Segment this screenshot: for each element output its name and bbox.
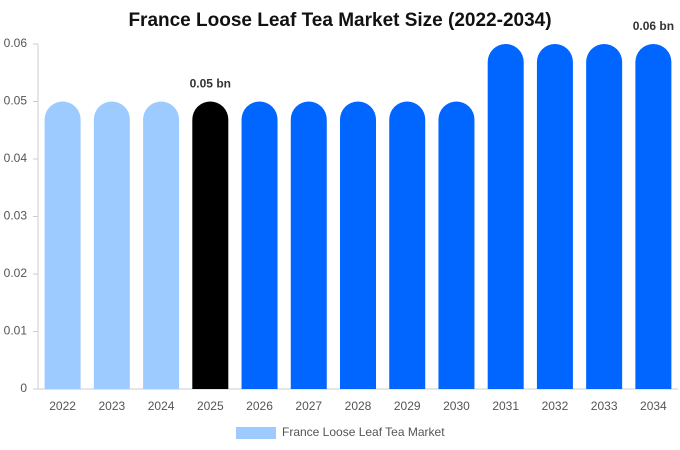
- y-tick-label: 0.01: [4, 324, 28, 338]
- x-tick-label: 2034: [640, 399, 667, 413]
- x-tick-label: 2030: [443, 399, 470, 413]
- bar: [241, 101, 278, 389]
- value-label: 0.06 bn: [633, 19, 674, 33]
- x-tick-label: 2028: [345, 399, 372, 413]
- legend-label: France Loose Leaf Tea Market: [282, 425, 445, 439]
- x-tick-label: 2022: [49, 399, 76, 413]
- legend-swatch: [236, 427, 276, 439]
- bar: [44, 101, 81, 389]
- bar: [635, 44, 672, 389]
- x-tick-label: 2026: [246, 399, 273, 413]
- y-tick-label: 0.05: [4, 94, 28, 108]
- x-tick-label: 2024: [148, 399, 175, 413]
- x-tick-label: 2031: [492, 399, 519, 413]
- y-tick-label: 0.06: [4, 36, 28, 50]
- y-tick-label: 0: [20, 381, 27, 395]
- bar: [192, 101, 229, 389]
- bar: [340, 101, 376, 389]
- bar: [536, 44, 573, 389]
- x-tick-label: 2025: [197, 399, 224, 413]
- chart-title: France Loose Leaf Tea Market Size (2022-…: [128, 10, 551, 31]
- x-tick-label: 2029: [394, 399, 421, 413]
- x-tick-label: 2032: [542, 399, 569, 413]
- value-label: 0.05 bn: [190, 77, 231, 91]
- bar: [586, 44, 623, 389]
- bar: [290, 101, 327, 389]
- bar: [143, 101, 180, 389]
- y-tick-label: 0.02: [4, 266, 28, 280]
- x-tick-label: 2023: [98, 399, 125, 413]
- x-tick-label: 2027: [295, 399, 322, 413]
- bar: [93, 101, 130, 389]
- bar: [389, 101, 426, 389]
- x-tick-label: 2033: [591, 399, 618, 413]
- y-tick-label: 0.03: [4, 209, 28, 223]
- y-tick-label: 0.04: [4, 151, 28, 165]
- bar: [438, 101, 475, 389]
- bar: [487, 44, 524, 389]
